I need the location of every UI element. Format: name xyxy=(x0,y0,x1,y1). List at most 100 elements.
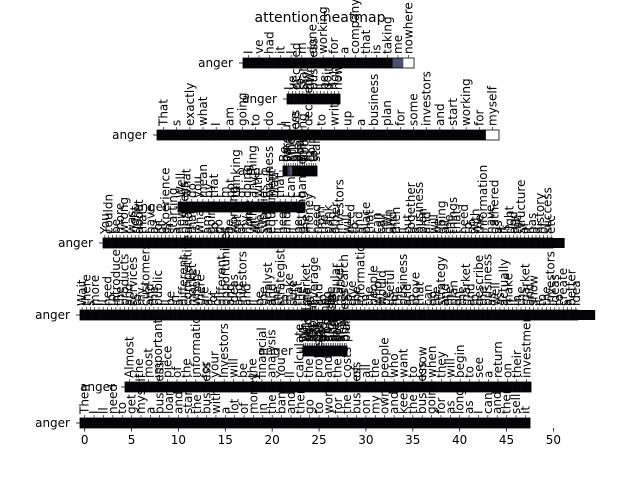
heatmap-cell xyxy=(129,238,134,248)
token-label: money xyxy=(302,193,316,234)
heatmap-cell xyxy=(367,130,381,140)
token-label: and xyxy=(240,283,254,306)
heatmap-cell xyxy=(284,238,289,248)
heatmap-cell xyxy=(403,58,415,68)
heatmap-cell xyxy=(152,238,157,248)
heatmap-cell xyxy=(172,382,182,392)
token-label: in xyxy=(510,295,524,306)
token-label: the xyxy=(330,358,344,378)
token-label: and xyxy=(321,355,335,378)
token-label: prove xyxy=(409,272,423,306)
heatmap-cell xyxy=(212,238,217,248)
heatmap-cell xyxy=(590,310,596,320)
heatmap-cell xyxy=(317,346,320,356)
heatmap-cell xyxy=(537,238,542,248)
heatmap-cell xyxy=(303,310,309,320)
heatmap-cell xyxy=(265,310,271,320)
heatmap-cell xyxy=(227,202,234,212)
heatmap-cell xyxy=(222,130,237,140)
token-label: to xyxy=(404,294,418,306)
token-label: a xyxy=(322,335,336,342)
heatmap-cell xyxy=(220,418,231,428)
token-label: the xyxy=(317,214,331,234)
token-label: to xyxy=(307,150,321,162)
heatmap-cell xyxy=(88,310,93,320)
token-label: the xyxy=(406,394,420,414)
heatmap-cell xyxy=(276,238,282,248)
token-label: you xyxy=(293,140,307,162)
heatmap-cell xyxy=(320,310,326,320)
token-label: and xyxy=(325,211,339,234)
heatmap-cell xyxy=(527,310,532,320)
token-label: I xyxy=(366,230,380,234)
heatmap-cell xyxy=(295,238,300,248)
token-label: in xyxy=(162,223,176,234)
token-label: and xyxy=(171,391,185,414)
heatmap-cell xyxy=(323,418,334,428)
heatmap-cell xyxy=(249,130,263,140)
token-label: ve xyxy=(288,112,302,126)
heatmap-cell xyxy=(379,382,390,392)
heatmap-cell xyxy=(510,310,515,320)
token-label: new xyxy=(174,209,188,234)
heatmap-cell xyxy=(473,418,484,428)
heatmap-cell xyxy=(247,382,258,392)
heatmap-cell xyxy=(109,310,115,320)
heatmap-cell xyxy=(291,310,296,320)
heatmap-cell xyxy=(196,130,210,140)
token-label: that xyxy=(450,209,464,234)
token-label: You xyxy=(98,213,112,235)
token-label: the xyxy=(245,358,259,378)
token-label: a xyxy=(408,227,422,234)
heatmap-cell xyxy=(496,238,501,248)
heatmap-cell xyxy=(417,382,428,392)
token-label: income xyxy=(318,298,332,342)
heatmap-cell xyxy=(502,382,513,392)
token-label: for xyxy=(331,397,345,414)
token-label: a xyxy=(334,335,348,342)
token-label: to xyxy=(130,294,144,306)
token-label: market xyxy=(299,263,313,306)
heatmap-cell xyxy=(287,166,291,176)
token-label: investors xyxy=(217,323,231,378)
heatmap-cell xyxy=(285,58,297,68)
token-label: ve xyxy=(285,76,299,90)
heatmap-cell xyxy=(315,94,320,104)
heatmap-cell xyxy=(92,310,98,320)
row-label: anger xyxy=(112,128,147,142)
token-label: who xyxy=(371,281,385,306)
heatmap-cell xyxy=(462,238,467,248)
heatmap-cell xyxy=(292,166,295,176)
heatmap-cell xyxy=(394,238,399,248)
heatmap-cell xyxy=(121,238,126,248)
token-label: going xyxy=(425,380,439,414)
token-label: average xyxy=(307,257,321,306)
token-label: and xyxy=(231,283,245,306)
heatmap-cell xyxy=(356,238,361,248)
token-label: introduce xyxy=(109,249,123,306)
token-label: wrong xyxy=(117,197,131,234)
heatmap-cell xyxy=(253,58,265,68)
heatmap-cell xyxy=(473,238,478,248)
token-label: sure xyxy=(286,280,300,306)
token-label: up xyxy=(341,111,355,126)
token-label: plan xyxy=(268,172,282,198)
token-label: lot xyxy=(228,398,242,414)
heatmap-cell xyxy=(375,310,380,320)
heatmap-cell xyxy=(573,310,579,320)
heatmap-cell xyxy=(117,418,128,428)
token-label: the xyxy=(265,394,279,414)
token-label: all xyxy=(359,364,373,378)
token-label: some xyxy=(407,93,421,126)
x-tick-label: 10 xyxy=(171,433,186,447)
token-label: business xyxy=(480,254,494,306)
heatmap-cell xyxy=(243,58,254,68)
x-tick-label: 20 xyxy=(265,433,280,447)
heatmap-cell xyxy=(348,238,353,248)
row-label: anger xyxy=(35,308,70,322)
heatmap-cell xyxy=(137,238,142,248)
token-label: are xyxy=(198,287,212,306)
token-label: financial xyxy=(255,327,269,378)
x-tick-label: 50 xyxy=(546,433,561,447)
